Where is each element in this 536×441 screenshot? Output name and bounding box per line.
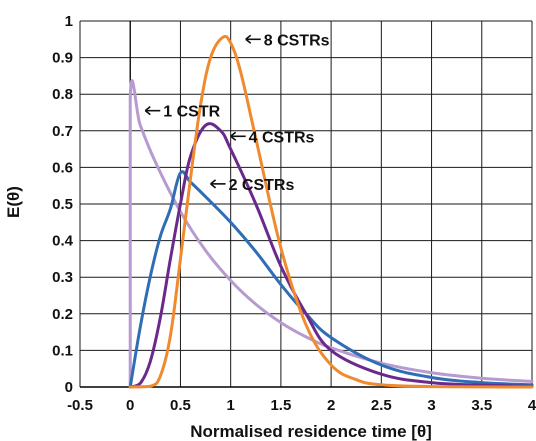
- series-line-1-cstr: [128, 79, 534, 389]
- axes: -0.5 0 0.5 1 1.5 2 2.5 3 3.5 400.10.20.30.40.50.6…: [52, 13, 536, 414]
- x-tick-label: 1: [226, 397, 234, 414]
- y-axis-title: E(θ): [4, 186, 23, 218]
- annotations: 8 CSTRs 1 CSTR 4 CSTRs 2 CSTRs: [144, 32, 330, 194]
- annotation-label: 8 CSTRs: [264, 32, 330, 49]
- y-tick-label: 0.4: [52, 233, 74, 250]
- series-line-2-cstrs: [128, 170, 534, 389]
- x-tick-label: 2.5: [371, 397, 392, 414]
- grid: [79, 20, 533, 388]
- x-tick-label: 3: [427, 397, 435, 414]
- arrow-head-icon: [230, 131, 237, 141]
- y-tick-label: 0.8: [52, 86, 73, 103]
- arrow-head-icon: [210, 179, 217, 189]
- y-tick-label: 0.2: [52, 306, 73, 323]
- x-axis-title: Normalised residence time [θ]: [190, 422, 432, 441]
- y-tick-label: 1: [65, 13, 73, 30]
- arrow-head-icon: [245, 34, 252, 44]
- y-tick-label: 0: [65, 379, 73, 396]
- x-tick-label: 2: [327, 397, 335, 414]
- annotation-label: 1 CSTR: [163, 104, 220, 121]
- annotation-1-cstr: 1 CSTR: [144, 104, 221, 121]
- series-line-4-cstrs: [128, 122, 534, 389]
- annotation-label: 2 CSTRs: [229, 177, 295, 194]
- x-tick-label: 0.5: [170, 397, 191, 414]
- annotation-4-cstrs: 4 CSTRs: [230, 129, 315, 146]
- y-tick-label: 0.1: [52, 342, 73, 359]
- annotation-8-cstrs: 8 CSTRs: [245, 32, 330, 49]
- x-tick-label: -0.5: [67, 397, 93, 414]
- x-tick-label: 3.5: [471, 397, 492, 414]
- y-tick-label: 0.3: [52, 269, 73, 286]
- arrow-head-icon: [144, 106, 151, 116]
- y-tick-label: 0.5: [52, 196, 73, 213]
- series-line-8-cstrs: [128, 34, 534, 389]
- x-tick-label: 0: [126, 397, 134, 414]
- x-tick-label: 1.5: [270, 397, 291, 414]
- y-tick-label: 0.6: [52, 159, 73, 176]
- x-tick-label: 4: [528, 397, 536, 414]
- y-tick-label: 0.9: [52, 50, 73, 67]
- series-group: [128, 34, 534, 389]
- annotation-2-cstrs: 2 CSTRs: [210, 177, 295, 194]
- annotation-label: 4 CSTRs: [249, 129, 315, 146]
- y-tick-label: 0.7: [52, 123, 73, 140]
